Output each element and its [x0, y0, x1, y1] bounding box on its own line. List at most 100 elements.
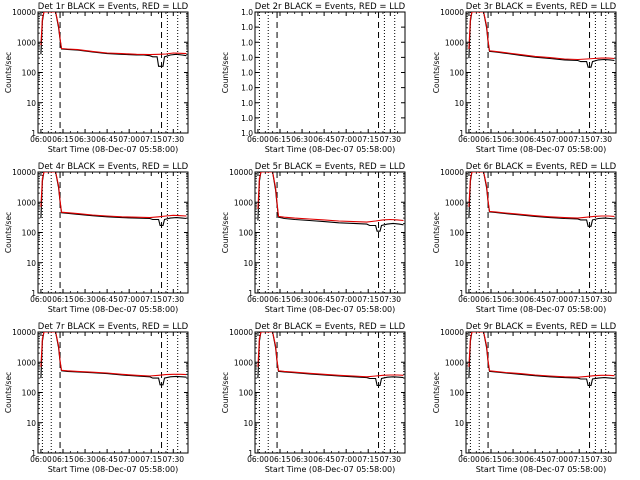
y-tick-label: 10000: [12, 8, 36, 17]
x-tick-label: 06:00: [458, 455, 480, 464]
x-tick-label: 07:00: [546, 295, 568, 304]
x-tick-label: 06:00: [458, 295, 480, 304]
panel-title: Det 2r BLACK = Events, RED = LLD: [255, 2, 406, 12]
x-tick-label: 07:00: [335, 295, 357, 304]
detector-panel-2: Det 2r BLACK = Events, RED = LLD 1.0 1.0 1.…: [221, 2, 406, 154]
y-tick-label: 100: [22, 69, 37, 78]
x-tick-label: 07:30: [162, 455, 184, 464]
x-tick-label: 06:00: [247, 295, 269, 304]
series-lld-line: [468, 12, 615, 61]
panel-title: Det 6r BLACK = Events, RED = LLD: [466, 162, 617, 172]
y-tick-label: 10: [26, 419, 36, 428]
y-tick-label: 1000: [17, 38, 36, 47]
x-axis-label: Start Time (08-Dec-07 05:58:00): [476, 465, 607, 474]
x-tick-label: 06:30: [291, 135, 313, 144]
y-tick-label: 1.0: [241, 23, 253, 32]
plot-area: [258, 12, 396, 133]
y-tick-label: 1.0: [241, 114, 253, 123]
y-tick-label: 1: [248, 449, 253, 458]
x-tick-label: 06:00: [247, 455, 269, 464]
x-tick-label: 06:30: [74, 295, 96, 304]
x-tick-label: 07:30: [162, 295, 184, 304]
panel-title: Det 3r BLACK = Events, RED = LLD: [466, 2, 617, 12]
y-axis-label: Counts/sec: [4, 52, 13, 93]
x-tick-label: 06:15: [52, 455, 74, 464]
panel-title: Det 1r BLACK = Events, RED = LLD: [38, 2, 189, 12]
detector-panel-5: Det 5r BLACK = Events, RED = LLD 1 10 100 10…: [221, 162, 406, 314]
x-tick-label: 06:15: [52, 295, 74, 304]
y-tick-label: 1: [248, 289, 253, 298]
x-tick-label: 07:30: [590, 135, 612, 144]
x-tick-label: 06:45: [96, 295, 118, 304]
series-events-line: [40, 172, 187, 227]
plot-area: [40, 172, 187, 293]
x-tick-label: 06:30: [291, 455, 313, 464]
x-tick-label: 07:00: [118, 135, 140, 144]
y-axis-label: Counts/sec: [221, 212, 230, 253]
x-axis-label: Start Time (08-Dec-07 05:58:00): [48, 145, 179, 154]
y-tick-label: 1000: [234, 198, 253, 207]
series-lld-line: [40, 332, 187, 377]
series-events-line: [257, 172, 404, 232]
x-tick-label: 06:00: [30, 455, 52, 464]
y-tick-label: 1.0: [241, 99, 253, 108]
y-tick-label: 10: [243, 419, 253, 428]
x-axis-label: Start Time (08-Dec-07 05:58:00): [48, 465, 179, 474]
x-tick-label: 07:00: [118, 295, 140, 304]
panel-title: Det 4r BLACK = Events, RED = LLD: [38, 162, 189, 172]
y-tick-label: 10000: [440, 328, 464, 337]
y-tick-label: 10: [454, 419, 464, 428]
y-tick-label: 1: [31, 129, 36, 138]
detector-panel-1: Det 1r BLACK = Events, RED = LLD 1 10 100 10…: [4, 2, 189, 154]
y-tick-label: 1: [31, 449, 36, 458]
y-tick-label: 100: [450, 69, 465, 78]
x-tick-label: 07:30: [590, 295, 612, 304]
series-lld-line: [468, 332, 615, 378]
y-tick-label: 1000: [445, 358, 464, 367]
plot-area: [40, 332, 187, 453]
x-tick-label: 07:15: [140, 135, 162, 144]
y-tick-label: 1: [459, 289, 464, 298]
x-tick-label: 06:00: [30, 295, 52, 304]
detector-panel-7: Det 7r BLACK = Events, RED = LLD 1 10 100 10…: [4, 322, 189, 474]
x-axis-label: Start Time (08-Dec-07 05:58:00): [48, 305, 179, 314]
x-axis-label: Start Time (08-Dec-07 05:58:00): [265, 465, 396, 474]
detector-panel-4: Det 4r BLACK = Events, RED = LLD 1 10 100 10…: [4, 162, 189, 314]
x-tick-label: 07:00: [335, 455, 357, 464]
x-tick-label: 06:30: [502, 135, 524, 144]
y-tick-label: 10000: [12, 328, 36, 337]
x-tick-label: 07:30: [379, 455, 401, 464]
x-tick-label: 06:45: [313, 455, 335, 464]
y-tick-label: 1.0: [241, 129, 253, 138]
x-tick-label: 07:30: [590, 455, 612, 464]
y-tick-label: 100: [22, 229, 37, 238]
plot-area: [468, 12, 615, 133]
y-tick-label: 100: [239, 389, 254, 398]
panel-title: Det 8r BLACK = Events, RED = LLD: [255, 322, 406, 332]
detector-panel-3: Det 3r BLACK = Events, RED = LLD 1 10 100 10…: [432, 2, 617, 154]
x-tick-label: 07:00: [118, 455, 140, 464]
x-tick-label: 06:15: [269, 295, 291, 304]
x-tick-label: 06:15: [480, 455, 502, 464]
x-tick-label: 06:15: [269, 135, 291, 144]
series-events-line: [468, 172, 615, 227]
y-tick-label: 10000: [229, 328, 253, 337]
x-tick-label: 07:15: [568, 135, 590, 144]
x-tick-label: 07:15: [140, 295, 162, 304]
series-lld-line: [40, 12, 187, 56]
series-lld-line: [257, 332, 404, 378]
x-axis-label: Start Time (08-Dec-07 05:58:00): [476, 305, 607, 314]
detector-panel-9: Det 9r BLACK = Events, RED = LLD 1 10 100 10…: [432, 322, 617, 474]
x-tick-label: 07:00: [546, 135, 568, 144]
x-tick-label: 06:30: [502, 295, 524, 304]
y-axis-label: Counts/sec: [432, 212, 441, 253]
detector-panel-8: Det 8r BLACK = Events, RED = LLD 1 10 100 10…: [221, 322, 406, 474]
series-events-line: [257, 332, 404, 387]
x-tick-label: 07:15: [568, 455, 590, 464]
plot-area: [468, 332, 615, 453]
x-tick-label: 06:15: [269, 455, 291, 464]
x-tick-label: 06:00: [458, 135, 480, 144]
x-tick-label: 06:45: [96, 455, 118, 464]
series-lld-line: [468, 172, 615, 219]
